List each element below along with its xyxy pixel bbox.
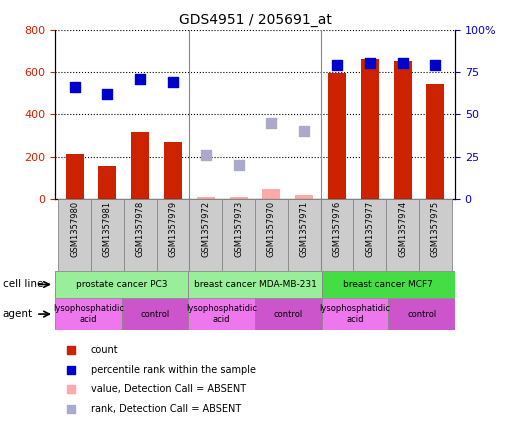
Bar bbox=[58, 199, 91, 271]
Bar bbox=[189, 199, 222, 271]
Text: prostate cancer PC3: prostate cancer PC3 bbox=[76, 280, 167, 289]
Bar bbox=[255, 199, 288, 271]
Text: GSM1357970: GSM1357970 bbox=[267, 201, 276, 257]
Text: control: control bbox=[274, 310, 303, 319]
Text: lysophosphatidic
acid: lysophosphatidic acid bbox=[320, 305, 391, 324]
Bar bbox=[255, 298, 322, 330]
Bar bbox=[222, 199, 255, 271]
Text: control: control bbox=[140, 310, 169, 319]
Bar bbox=[354, 199, 386, 271]
Bar bbox=[388, 298, 455, 330]
Text: lysophosphatidic
acid: lysophosphatidic acid bbox=[186, 305, 257, 324]
Bar bbox=[322, 271, 455, 298]
Bar bbox=[98, 166, 117, 199]
Bar bbox=[426, 83, 445, 199]
Bar bbox=[322, 298, 388, 330]
Point bbox=[136, 75, 144, 82]
Text: count: count bbox=[91, 345, 119, 355]
Bar bbox=[124, 199, 156, 271]
Point bbox=[71, 84, 79, 91]
Text: GSM1357974: GSM1357974 bbox=[398, 201, 407, 257]
Text: GSM1357976: GSM1357976 bbox=[333, 201, 342, 257]
Text: GSM1357981: GSM1357981 bbox=[103, 201, 112, 257]
Bar bbox=[419, 199, 452, 271]
Bar bbox=[295, 195, 313, 199]
Text: control: control bbox=[407, 310, 436, 319]
Bar bbox=[188, 298, 255, 330]
Text: GSM1357972: GSM1357972 bbox=[201, 201, 210, 257]
Text: cell line: cell line bbox=[3, 280, 43, 289]
Text: lysophosphatidic
acid: lysophosphatidic acid bbox=[53, 305, 124, 324]
Point bbox=[67, 347, 75, 354]
Point bbox=[67, 386, 75, 393]
Text: GSM1357977: GSM1357977 bbox=[365, 201, 374, 257]
Bar bbox=[65, 154, 84, 199]
Bar bbox=[288, 199, 321, 271]
Bar bbox=[263, 190, 280, 199]
Bar bbox=[328, 73, 346, 199]
Point bbox=[67, 366, 75, 373]
Point bbox=[234, 162, 243, 168]
Point bbox=[366, 60, 374, 67]
Point bbox=[399, 60, 407, 67]
Text: percentile rank within the sample: percentile rank within the sample bbox=[91, 365, 256, 375]
Bar bbox=[197, 197, 215, 199]
Bar bbox=[321, 199, 354, 271]
Bar bbox=[55, 271, 188, 298]
Bar bbox=[361, 59, 379, 199]
Text: value, Detection Call = ABSENT: value, Detection Call = ABSENT bbox=[91, 384, 246, 394]
Point bbox=[67, 405, 75, 412]
Point bbox=[201, 151, 210, 158]
Point bbox=[431, 62, 439, 69]
Point bbox=[267, 119, 276, 126]
Bar bbox=[230, 197, 247, 199]
Text: breast cancer MDA-MB-231: breast cancer MDA-MB-231 bbox=[194, 280, 316, 289]
Text: GSM1357971: GSM1357971 bbox=[300, 201, 309, 257]
Bar bbox=[386, 199, 419, 271]
Title: GDS4951 / 205691_at: GDS4951 / 205691_at bbox=[178, 13, 332, 27]
Text: breast cancer MCF7: breast cancer MCF7 bbox=[344, 280, 433, 289]
Text: agent: agent bbox=[3, 309, 33, 319]
Text: GSM1357975: GSM1357975 bbox=[431, 201, 440, 257]
Text: GSM1357979: GSM1357979 bbox=[168, 201, 177, 257]
Bar bbox=[131, 132, 149, 199]
Text: GSM1357973: GSM1357973 bbox=[234, 201, 243, 257]
Bar bbox=[91, 199, 124, 271]
Text: GSM1357980: GSM1357980 bbox=[70, 201, 79, 257]
Text: GSM1357978: GSM1357978 bbox=[135, 201, 145, 257]
Point bbox=[169, 79, 177, 85]
Bar bbox=[55, 298, 121, 330]
Point bbox=[333, 62, 341, 69]
Point bbox=[103, 91, 111, 97]
Bar bbox=[121, 298, 188, 330]
Point bbox=[300, 128, 309, 135]
Bar bbox=[156, 199, 189, 271]
Text: rank, Detection Call = ABSENT: rank, Detection Call = ABSENT bbox=[91, 404, 241, 414]
Bar bbox=[164, 142, 182, 199]
Bar bbox=[393, 61, 412, 199]
Bar bbox=[188, 271, 322, 298]
